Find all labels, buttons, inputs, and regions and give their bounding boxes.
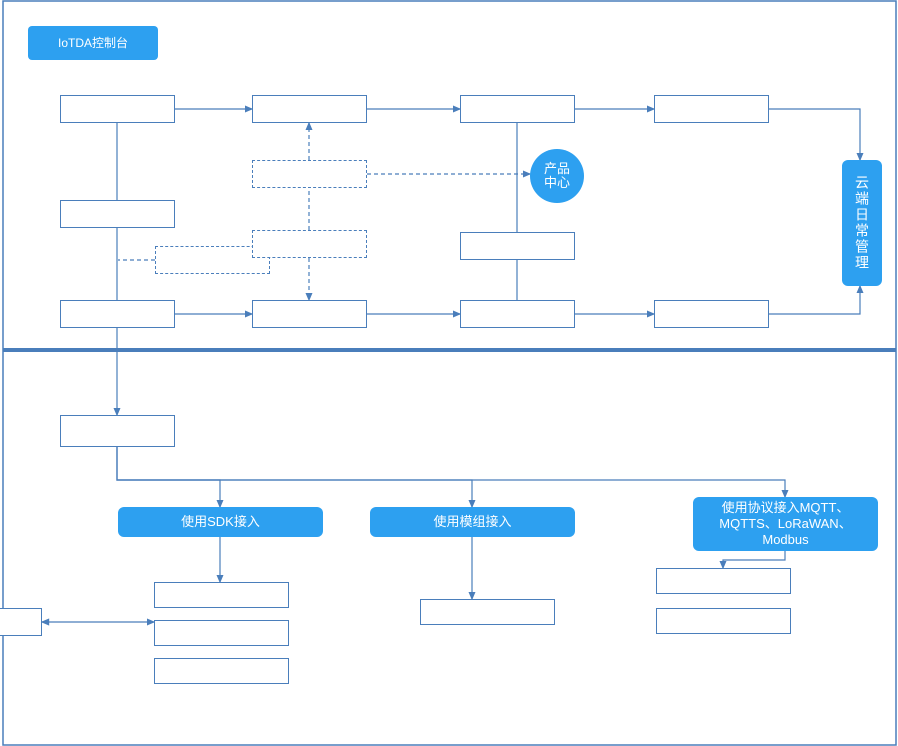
pill-node-mqttAccess: 使用协议接入MQTT、MQTTS、LoRaWAN、Modbus: [693, 497, 878, 551]
flow-node-r1c3: [460, 95, 575, 123]
diagram-canvas: IoTDA控制台产品 中心使用SDK接入 使用模组接入 使用协议接入MQTT、MQT…: [0, 0, 898, 746]
flow-node-r3c3: [460, 300, 575, 328]
flow-node-sdkList3: [154, 658, 289, 684]
flow-node-mqttList2: [656, 608, 791, 634]
connector-arrow: [117, 447, 785, 497]
pill-node-modAccess: 使用模组接入: [370, 507, 575, 537]
flow-node-r3c4: [654, 300, 769, 328]
pill-node-sdkAccess: 使用SDK接入: [118, 507, 323, 537]
flow-node-r2c3: [460, 232, 575, 260]
connector-arrow: [117, 447, 220, 507]
flow-node-r1c4: [654, 95, 769, 123]
vertical-box-cloudMgmt: 云端日常管理: [842, 160, 882, 286]
flow-node-lower1: [60, 415, 175, 447]
connector-arrow: [723, 551, 785, 568]
flow-node-sdkList2: [154, 620, 289, 646]
flow-node-r1c2: [252, 95, 367, 123]
flow-node-modList: [420, 599, 555, 625]
flow-node-dash1: [252, 160, 367, 188]
flow-node-mqttList1: [656, 568, 791, 594]
flow-node-r3c2: [252, 300, 367, 328]
flow-node-dash3: [252, 230, 367, 258]
circle-node-productCenter: 产品 中心: [530, 149, 584, 203]
connector-arrow: [769, 286, 860, 314]
flow-node-r3c1: [60, 300, 175, 328]
flow-node-r1c1: [60, 95, 175, 123]
flow-node-smallLeft: [0, 608, 42, 636]
flow-node-iotda: IoTDA控制台: [28, 26, 158, 60]
connector-arrow: [117, 447, 472, 507]
flow-node-r2c1: [60, 200, 175, 228]
flow-node-sdkList1: [154, 582, 289, 608]
connector-arrow: [769, 109, 860, 160]
